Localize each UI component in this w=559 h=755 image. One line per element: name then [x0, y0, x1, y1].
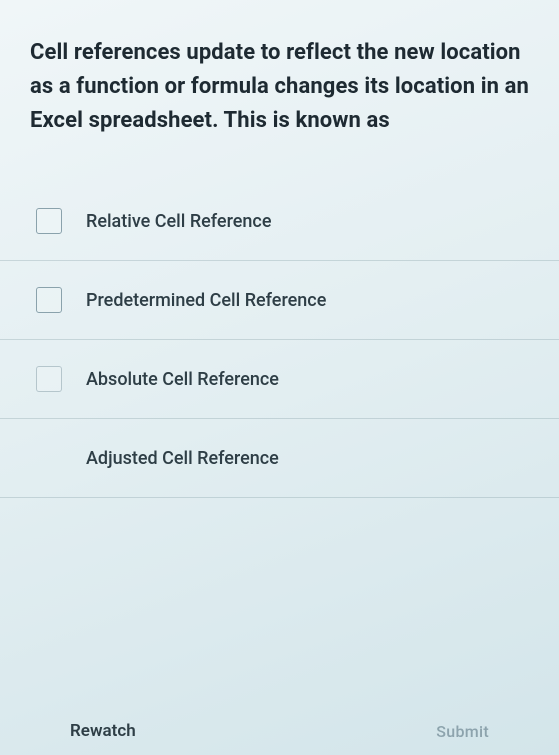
checkbox-icon[interactable]	[36, 287, 62, 313]
option-row[interactable]: Adjusted Cell Reference	[0, 419, 559, 498]
option-label: Relative Cell Reference	[86, 211, 271, 232]
option-row[interactable]: Relative Cell Reference	[0, 198, 559, 261]
options-list: Relative Cell Reference Predetermined Ce…	[0, 198, 559, 498]
question-section: Cell references update to reflect the ne…	[0, 0, 559, 138]
option-row[interactable]: Predetermined Cell Reference	[0, 261, 559, 340]
question-text: Cell references update to reflect the ne…	[30, 36, 529, 138]
option-label: Adjusted Cell Reference	[86, 448, 279, 469]
option-label: Predetermined Cell Reference	[86, 290, 326, 311]
footer-bar: Rewatch Submit	[0, 703, 559, 755]
rewatch-button[interactable]: Rewatch	[70, 721, 136, 741]
checkbox-icon[interactable]	[36, 366, 62, 392]
submit-button[interactable]: Submit	[436, 722, 489, 741]
checkbox-icon[interactable]	[36, 208, 62, 234]
option-label: Absolute Cell Reference	[86, 369, 279, 390]
option-row[interactable]: Absolute Cell Reference	[0, 340, 559, 419]
checkbox-icon[interactable]	[36, 445, 62, 471]
